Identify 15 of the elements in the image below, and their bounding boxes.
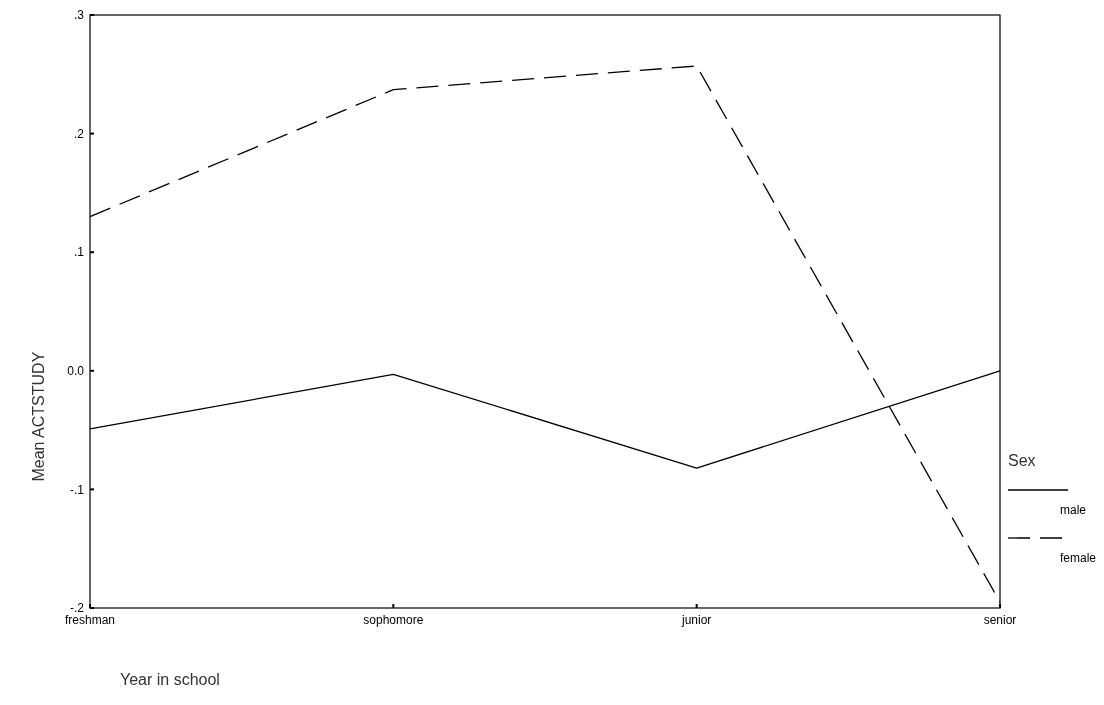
y-axis-title: Mean ACTSTUDY — [30, 351, 47, 482]
y-tick-label: .2 — [73, 126, 85, 141]
x-tick-label: junior — [680, 613, 712, 627]
y-tick-label: -.1 — [69, 482, 85, 497]
x-tick-label: senior — [983, 613, 1017, 627]
text: female — [1060, 551, 1097, 565]
x-tick-label: sophomore — [363, 613, 424, 627]
x-axis-title: Year in school — [120, 671, 220, 688]
y-tick-label: 0.0 — [67, 364, 85, 378]
y-tick-label: -.2 — [69, 601, 85, 616]
y-tick-label: .1 — [73, 245, 85, 260]
y-tick-label: .3 — [73, 8, 85, 23]
text: male — [1060, 503, 1087, 517]
legend-title: Sex — [1008, 452, 1036, 469]
x-tick-label: freshman — [64, 613, 116, 627]
